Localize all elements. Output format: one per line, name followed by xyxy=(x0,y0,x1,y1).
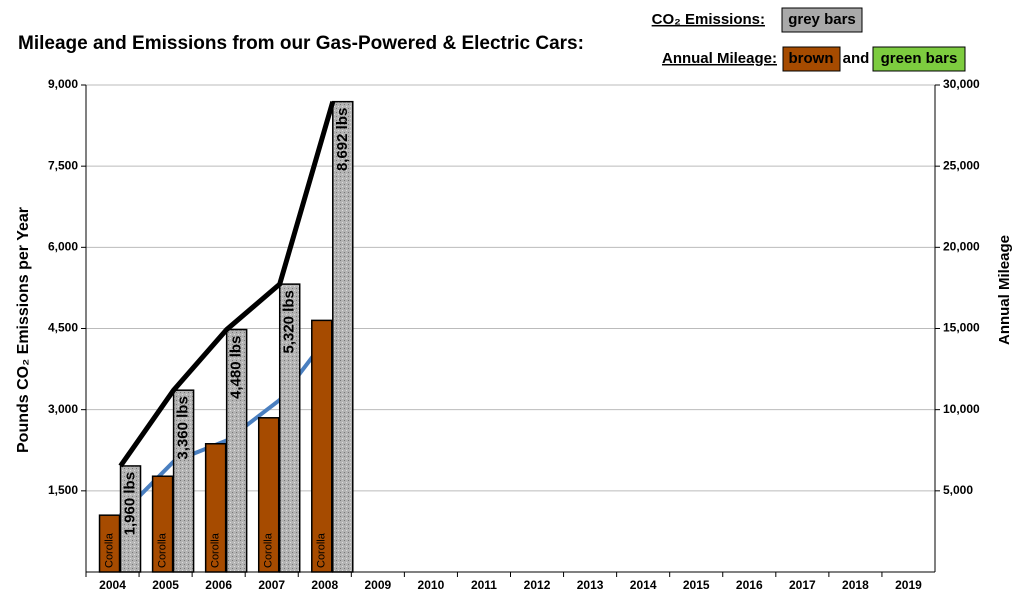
y2-axis-title: Annual Mileage xyxy=(996,235,1013,345)
x-tick-label: 2006 xyxy=(205,578,232,592)
bar xyxy=(172,389,195,573)
y2-tick-label: 25,000 xyxy=(943,158,980,172)
bar-label: Corolla xyxy=(210,532,222,568)
y2-tick-label: 5,000 xyxy=(943,483,973,497)
y-tick-label: 7,500 xyxy=(48,158,78,172)
legend-box xyxy=(781,7,863,33)
x-tick-label: 2015 xyxy=(683,578,710,592)
bar xyxy=(311,319,333,573)
y-axis-title: Pounds CO₂ Emissions per Year xyxy=(15,207,32,453)
y-tick-label: 4,500 xyxy=(48,321,78,335)
bar xyxy=(98,514,121,573)
bar-label: Corolla xyxy=(103,532,115,568)
legend-text: and xyxy=(843,50,870,67)
legend-box xyxy=(872,46,966,72)
data-label: 4,480 lbs xyxy=(228,336,245,399)
x-tick-label: 2016 xyxy=(736,578,763,592)
x-tick-label: 2005 xyxy=(152,578,179,592)
bar-label: Corolla xyxy=(157,532,169,568)
y2-tick-label: 30,000 xyxy=(943,77,980,91)
x-tick-label: 2012 xyxy=(524,578,551,592)
legend-text: brown xyxy=(789,50,834,67)
legend-label: CO₂ Emissions: xyxy=(652,11,765,28)
bar xyxy=(225,328,248,573)
x-tick-label: 2019 xyxy=(895,578,922,592)
bar xyxy=(257,417,280,573)
line xyxy=(118,100,336,468)
bar-label: Corolla xyxy=(263,532,275,568)
y-tick-label: 6,000 xyxy=(48,240,78,254)
x-tick-label: 2004 xyxy=(99,578,126,592)
legend-label: Annual Mileage: xyxy=(662,50,777,67)
bar xyxy=(332,100,354,573)
y-tick-label: 3,000 xyxy=(48,402,78,416)
x-tick-label: 2013 xyxy=(577,578,604,592)
data-label: 8,692 lbs xyxy=(334,108,351,171)
y2-tick-label: 10,000 xyxy=(943,402,980,416)
y2-tick-label: 15,000 xyxy=(943,321,980,335)
data-label: 3,360 lbs xyxy=(175,396,192,459)
bar xyxy=(278,283,301,573)
x-tick-label: 2011 xyxy=(471,578,497,592)
x-tick-label: 2009 xyxy=(364,578,391,592)
bar-label: Corolla xyxy=(316,532,328,568)
y-tick-label: 9,000 xyxy=(48,77,78,91)
y-tick-label: 1,500 xyxy=(48,483,78,497)
bar xyxy=(204,443,227,573)
x-tick-label: 2017 xyxy=(789,578,816,592)
x-tick-label: 2018 xyxy=(842,578,869,592)
x-tick-label: 2007 xyxy=(258,578,285,592)
x-tick-label: 2014 xyxy=(630,578,657,592)
legend-text: grey bars xyxy=(788,11,856,28)
legend-text: green bars xyxy=(881,50,958,67)
data-label: 1,960 lbs xyxy=(122,472,139,535)
legend-box xyxy=(782,46,841,72)
x-tick-label: 2010 xyxy=(418,578,445,592)
chart-title: Mileage and Emissions from our Gas-Power… xyxy=(18,33,584,54)
data-label: 5,320 lbs xyxy=(281,290,298,353)
y2-tick-label: 20,000 xyxy=(943,240,980,254)
bar xyxy=(119,465,142,573)
bar xyxy=(151,475,174,573)
x-tick-label: 2008 xyxy=(311,578,338,592)
